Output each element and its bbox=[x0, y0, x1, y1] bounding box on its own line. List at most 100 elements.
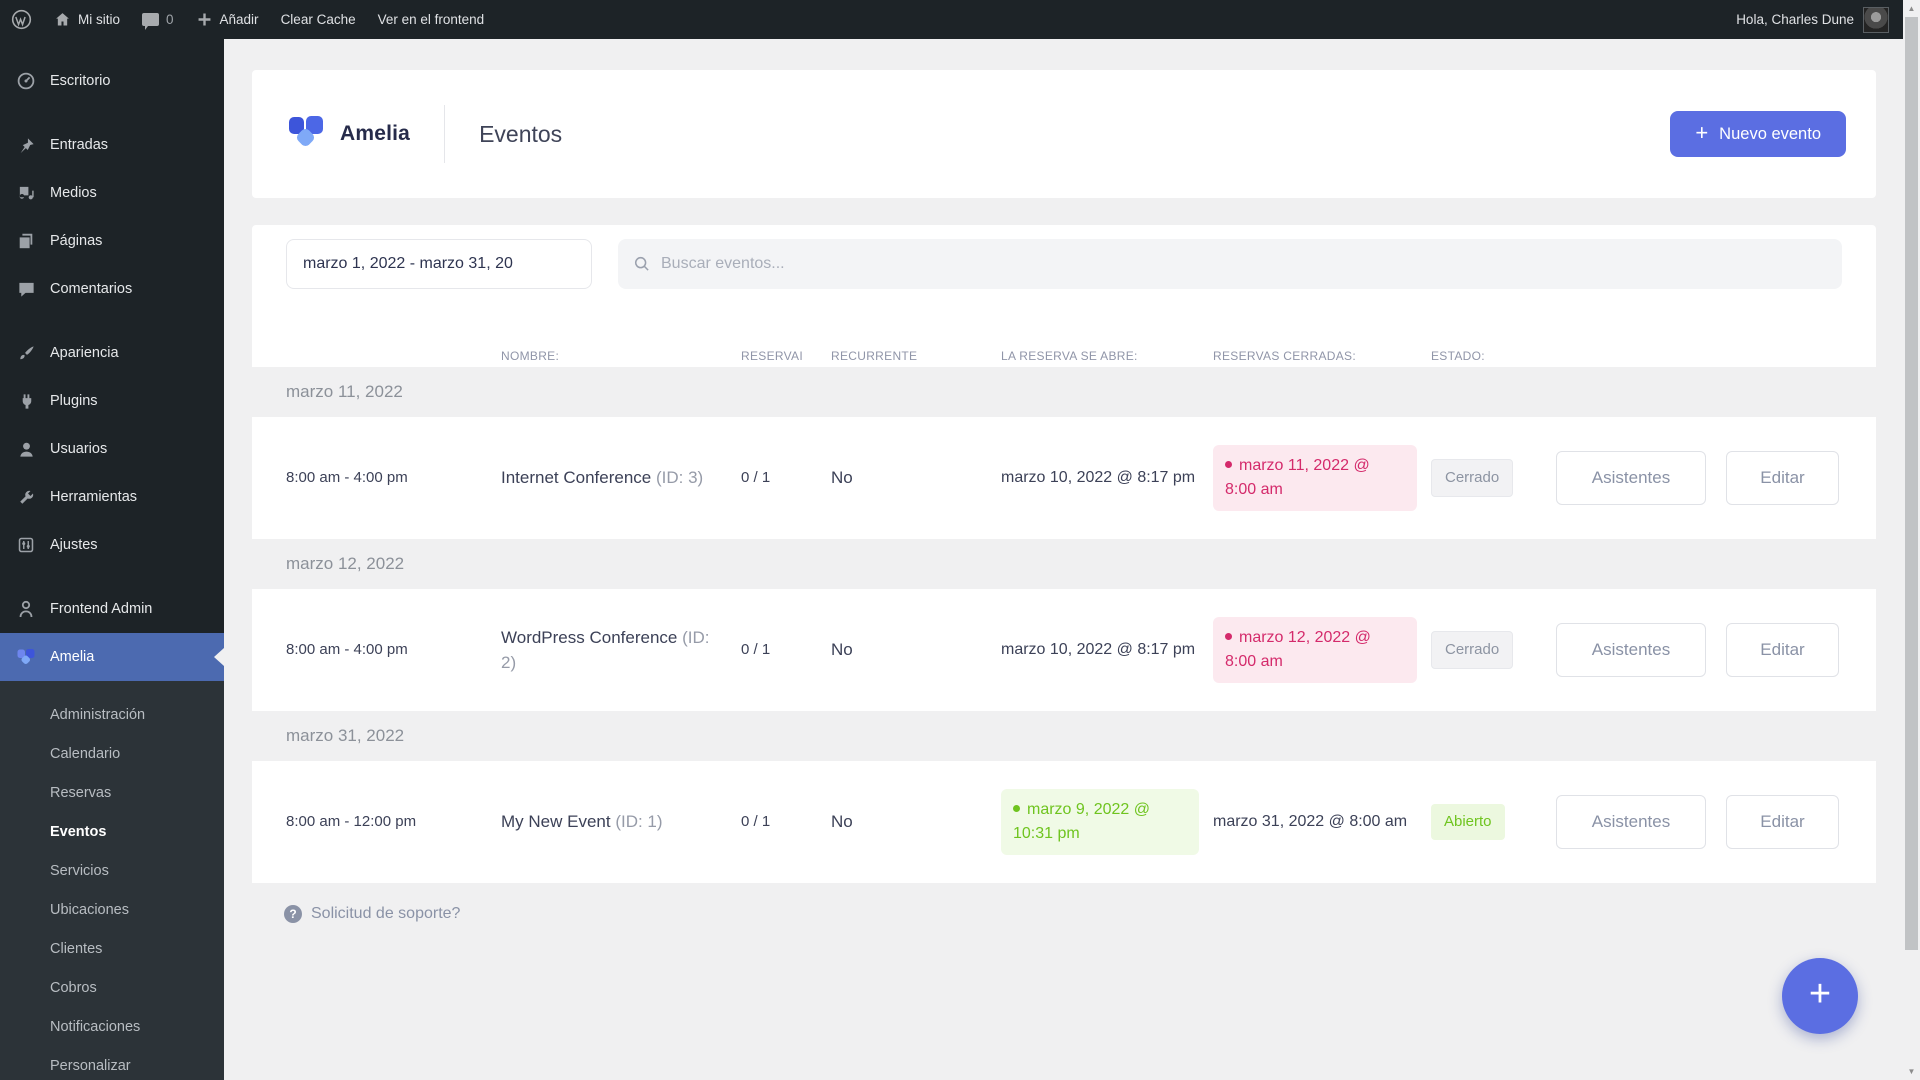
submenu-item-clientes[interactable]: Clientes bbox=[0, 929, 224, 968]
plus-icon bbox=[196, 11, 213, 28]
sidebar-item-label: Ajustes bbox=[50, 537, 98, 553]
events-table: marzo 11, 2022 8:00 am - 4:00 pm Interne… bbox=[252, 367, 1876, 883]
event-closes-text: marzo 12, 2022 @ 8:00 am bbox=[1225, 629, 1371, 670]
question-icon: ? bbox=[284, 905, 302, 923]
admin-bar: Mi sitio 0 Añadir Clear Cache Ver en el … bbox=[0, 0, 1903, 39]
submenu-item-ubicaciones[interactable]: Ubicaciones bbox=[0, 890, 224, 929]
group-header: marzo 12, 2022 bbox=[252, 539, 1876, 589]
sidebar-item-frontend-admin[interactable]: Frontend Admin bbox=[0, 585, 224, 633]
avatar[interactable] bbox=[1863, 6, 1889, 33]
sidebar-item-label: Escritorio bbox=[50, 73, 111, 89]
attendees-button[interactable]: Asistentes bbox=[1556, 795, 1706, 849]
menu-separator bbox=[0, 105, 224, 121]
sidebar: Escritorio Entradas Medios Páginas Come bbox=[0, 39, 224, 1080]
comments-count: 0 bbox=[166, 12, 174, 27]
submenu-item-eventos[interactable]: Eventos bbox=[0, 812, 224, 851]
brand-name: Amelia bbox=[340, 122, 411, 145]
scroll-down-arrow[interactable]: ▼ bbox=[1907, 1067, 1916, 1076]
sidebar-item-escritorio[interactable]: Escritorio bbox=[0, 57, 224, 105]
status-badge: Abierto bbox=[1431, 803, 1505, 841]
scroll-thumb[interactable] bbox=[1905, 17, 1918, 950]
clear-cache-label: Clear Cache bbox=[280, 12, 356, 27]
attendees-button[interactable]: Asistentes bbox=[1556, 451, 1706, 505]
submenu-item-notificaciones[interactable]: Notificaciones bbox=[0, 1007, 224, 1046]
edit-button[interactable]: Editar bbox=[1726, 795, 1839, 849]
amelia-logo-icon bbox=[15, 647, 37, 667]
my-site-label: Mi sitio bbox=[78, 12, 121, 27]
group-header: marzo 31, 2022 bbox=[252, 711, 1876, 761]
sidebar-item-herramientas[interactable]: Herramientas bbox=[0, 473, 224, 521]
event-name: WordPress Conference bbox=[501, 627, 683, 647]
home-icon bbox=[54, 11, 71, 28]
status-dot-icon bbox=[1225, 461, 1232, 468]
event-time: 8:00 am - 12:00 pm bbox=[286, 812, 417, 830]
sidebar-item-apariencia[interactable]: Apariencia bbox=[0, 329, 224, 377]
submenu-item-servicios[interactable]: Servicios bbox=[0, 851, 224, 890]
sidebar-item-label: Herramientas bbox=[50, 489, 138, 505]
view-frontend-link[interactable]: Ver en el frontend bbox=[367, 0, 496, 39]
column-header-reservas-cerradas: RESERVAS CERRADAS: bbox=[1213, 349, 1356, 363]
edit-button[interactable]: Editar bbox=[1726, 623, 1839, 677]
support-link[interactable]: ? Solicitud de soporte? bbox=[284, 905, 460, 923]
sidebar-item-amelia[interactable]: Amelia bbox=[0, 633, 224, 681]
column-header-reservado: RESERVAI bbox=[741, 349, 803, 363]
sidebar-item-usuarios[interactable]: Usuarios bbox=[0, 425, 224, 473]
event-recurring: No bbox=[831, 468, 853, 488]
new-content-link[interactable]: Añadir bbox=[185, 0, 270, 39]
submenu-item-calendario[interactable]: Calendario bbox=[0, 734, 224, 773]
comments-link[interactable]: 0 bbox=[131, 0, 185, 39]
event-row: 8:00 am - 4:00 pm WordPress Conference (… bbox=[252, 589, 1876, 711]
sidebar-item-medios[interactable]: Medios bbox=[0, 169, 224, 217]
submenu-label: Calendario bbox=[50, 745, 121, 762]
event-name: Internet Conference bbox=[501, 468, 656, 488]
submenu-item-cobros[interactable]: Cobros bbox=[0, 968, 224, 1007]
wrench-icon bbox=[15, 488, 37, 507]
scrollbar[interactable]: ▲ ▼ bbox=[1903, 0, 1920, 1080]
event-opens: marzo 10, 2022 @ 8:17 pm bbox=[1001, 466, 1195, 490]
main-content: Amelia Eventos + Nuevo evento NOMBRE: RE… bbox=[224, 39, 1920, 1080]
submenu-item-administracion[interactable]: Administración bbox=[0, 695, 224, 734]
group-date: marzo 11, 2022 bbox=[286, 382, 403, 401]
event-booked: 0 / 1 bbox=[741, 640, 771, 658]
sidebar-item-ajustes[interactable]: Ajustes bbox=[0, 521, 224, 569]
wordpress-logo-icon bbox=[11, 9, 32, 30]
my-site-link[interactable]: Mi sitio bbox=[43, 0, 131, 39]
sidebar-item-plugins[interactable]: Plugins bbox=[0, 377, 224, 425]
sidebar-item-label: Usuarios bbox=[50, 441, 108, 457]
new-event-button[interactable]: + Nuevo evento bbox=[1670, 111, 1846, 157]
submenu-item-reservas[interactable]: Reservas bbox=[0, 773, 224, 812]
date-range-input[interactable] bbox=[286, 239, 592, 289]
search-icon bbox=[634, 256, 649, 271]
sidebar-item-label: Medios bbox=[50, 185, 97, 201]
submenu-item-personalizar[interactable]: Personalizar bbox=[0, 1046, 224, 1080]
event-opens-text: marzo 10, 2022 @ 8:17 pm bbox=[1001, 469, 1196, 486]
menu-separator bbox=[0, 313, 224, 329]
sidebar-item-paginas[interactable]: Páginas bbox=[0, 217, 224, 265]
page-header-card: Amelia Eventos + Nuevo evento bbox=[252, 70, 1876, 198]
event-opens-text: marzo 10, 2022 @ 8:17 pm bbox=[1001, 641, 1196, 658]
search-input[interactable] bbox=[661, 255, 1827, 273]
account-menu[interactable]: Hola, Charles Dune bbox=[1725, 12, 1854, 27]
sidebar-item-label: Páginas bbox=[50, 233, 103, 249]
pages-icon bbox=[15, 232, 37, 250]
edit-button[interactable]: Editar bbox=[1726, 451, 1839, 505]
new-content-label: Añadir bbox=[219, 12, 259, 27]
dashboard-icon bbox=[15, 71, 37, 91]
amelia-logo-icon bbox=[286, 112, 326, 157]
settings-icon bbox=[15, 536, 37, 554]
event-opens-text: marzo 9, 2022 @ 10:31 pm bbox=[1013, 801, 1150, 842]
event-row: 8:00 am - 12:00 pm My New Event (ID: 1) … bbox=[252, 761, 1876, 883]
sidebar-item-entradas[interactable]: Entradas bbox=[0, 121, 224, 169]
event-id: (ID: 3) bbox=[655, 468, 704, 488]
plug-icon bbox=[15, 392, 37, 411]
clear-cache-link[interactable]: Clear Cache bbox=[270, 0, 367, 39]
sidebar-item-comentarios[interactable]: Comentarios bbox=[0, 265, 224, 313]
search-box[interactable] bbox=[618, 239, 1842, 289]
attendees-button[interactable]: Asistentes bbox=[1556, 623, 1706, 677]
submenu-label: Notificaciones bbox=[50, 1018, 141, 1035]
scroll-up-arrow[interactable]: ▲ bbox=[1907, 4, 1916, 13]
group-date: marzo 31, 2022 bbox=[286, 726, 405, 745]
wordpress-logo-menu[interactable] bbox=[0, 0, 43, 39]
add-event-fab[interactable]: + bbox=[1782, 958, 1858, 1034]
plus-icon: + bbox=[1808, 972, 1832, 1015]
